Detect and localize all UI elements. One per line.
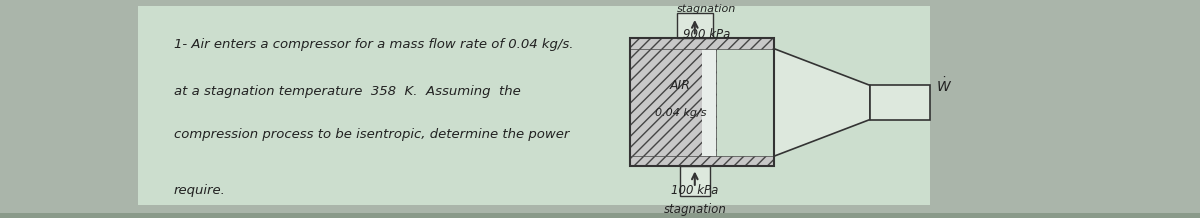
Text: 100 kPa: 100 kPa xyxy=(671,184,719,196)
Text: 900 kPa: 900 kPa xyxy=(683,28,731,41)
Bar xyxy=(138,6,930,205)
Bar xyxy=(677,13,713,38)
Text: AIR: AIR xyxy=(670,79,691,92)
Bar xyxy=(870,85,930,119)
Text: 0.04 kg/s: 0.04 kg/s xyxy=(655,108,706,118)
Text: stagnation: stagnation xyxy=(677,4,737,14)
Bar xyxy=(630,38,716,167)
Bar xyxy=(702,49,716,156)
Text: require.: require. xyxy=(174,184,226,196)
Bar xyxy=(630,156,774,167)
Text: 1- Air enters a compressor for a mass flow rate of 0.04 kg/s.: 1- Air enters a compressor for a mass fl… xyxy=(174,38,574,51)
Bar xyxy=(630,38,774,49)
Text: compression process to be isentropic, determine the power: compression process to be isentropic, de… xyxy=(174,128,569,141)
Text: $\dot{W}$: $\dot{W}$ xyxy=(936,76,952,95)
Bar xyxy=(630,38,774,167)
Text: at a stagnation temperature  358  K.  Assuming  the: at a stagnation temperature 358 K. Assum… xyxy=(174,85,521,98)
Bar xyxy=(680,167,710,196)
Polygon shape xyxy=(774,49,870,156)
Text: stagnation: stagnation xyxy=(664,203,726,216)
